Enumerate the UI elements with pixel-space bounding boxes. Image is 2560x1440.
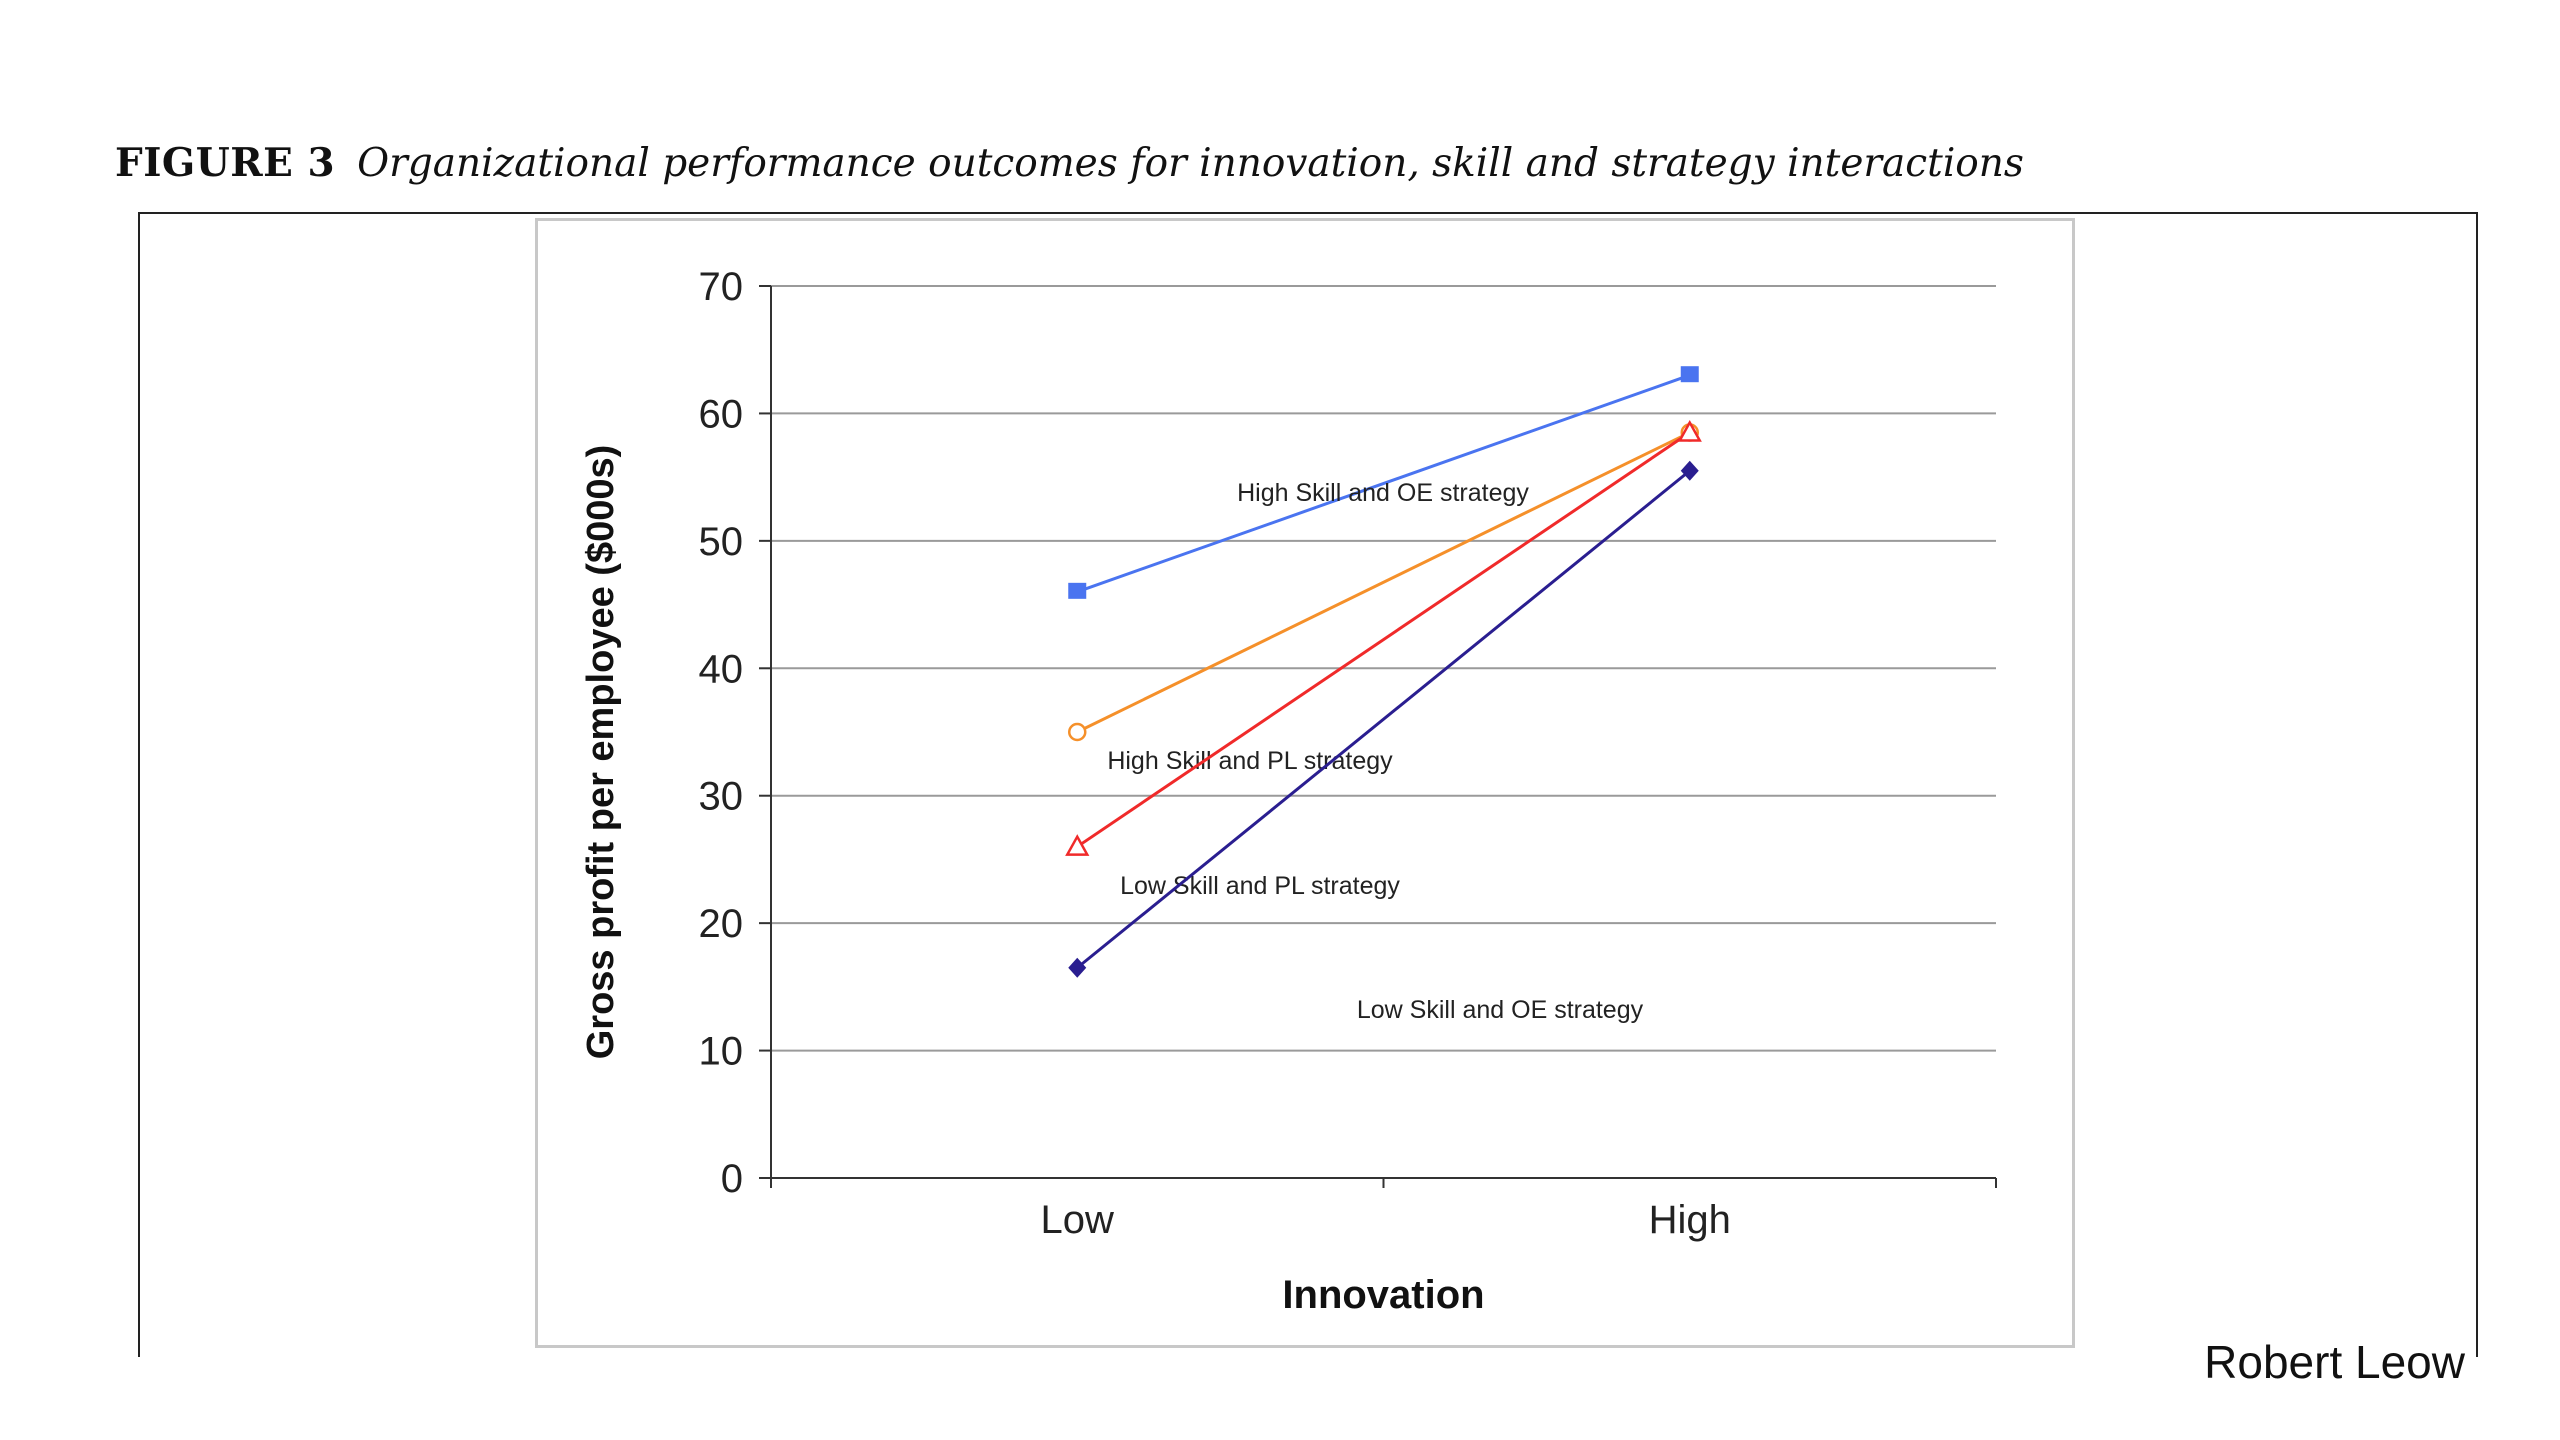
data-point: [1680, 366, 1699, 383]
x-tick-label: High: [1649, 1198, 1731, 1242]
x-axis-title: Innovation: [1282, 1273, 1484, 1317]
chart-panel: 0 10 20 30 40 50 60 70 Low High Innovation Gross pr…: [535, 218, 2075, 1348]
y-tick-label: 20: [699, 902, 744, 946]
line-chart: 0 10 20 30 40 50 60 70 Low High Innovation Gross pr…: [580, 265, 1997, 1317]
frame-left-border: [138, 212, 140, 1357]
y-tick-label: 40: [699, 647, 744, 691]
series-label: Low Skill and PL strategy: [1120, 872, 1400, 900]
data-point: [1068, 957, 1087, 978]
series-label: High Skill and OE strategy: [1237, 479, 1529, 507]
y-axis-title: Gross profit per employee ($000s): [580, 445, 622, 1060]
series-line: [1076, 469, 1691, 969]
y-tick-label: 10: [699, 1030, 744, 1074]
frame-top-border: [138, 212, 2476, 214]
series-line: [1076, 373, 1691, 594]
series-line: [1076, 431, 1691, 848]
frame-right-border: [2476, 212, 2478, 1357]
y-tick-label: 50: [699, 520, 744, 564]
figure-caption: FIGURE 3 Organizational performance outco…: [115, 140, 2024, 186]
figure-number: FIGURE 3: [115, 140, 336, 186]
data-point: [1065, 834, 1090, 856]
x-tick-label: Low: [1041, 1198, 1114, 1242]
y-tick-label: 30: [699, 775, 744, 819]
series-label: High Skill and PL strategy: [1107, 747, 1393, 775]
y-tick-label: 60: [699, 392, 744, 436]
data-point: [1677, 419, 1702, 442]
data-point: [1068, 722, 1087, 742]
data-point: [1068, 582, 1087, 599]
y-tick-label: 0: [721, 1157, 743, 1201]
author-name: Robert Leow: [2204, 1336, 2465, 1388]
figure-title: Organizational performance outcomes for …: [357, 141, 2024, 186]
data-point: [1680, 460, 1699, 481]
series-line: [1076, 431, 1691, 734]
y-tick-label: 70: [699, 265, 744, 309]
series-label: Low Skill and OE strategy: [1357, 996, 1644, 1024]
